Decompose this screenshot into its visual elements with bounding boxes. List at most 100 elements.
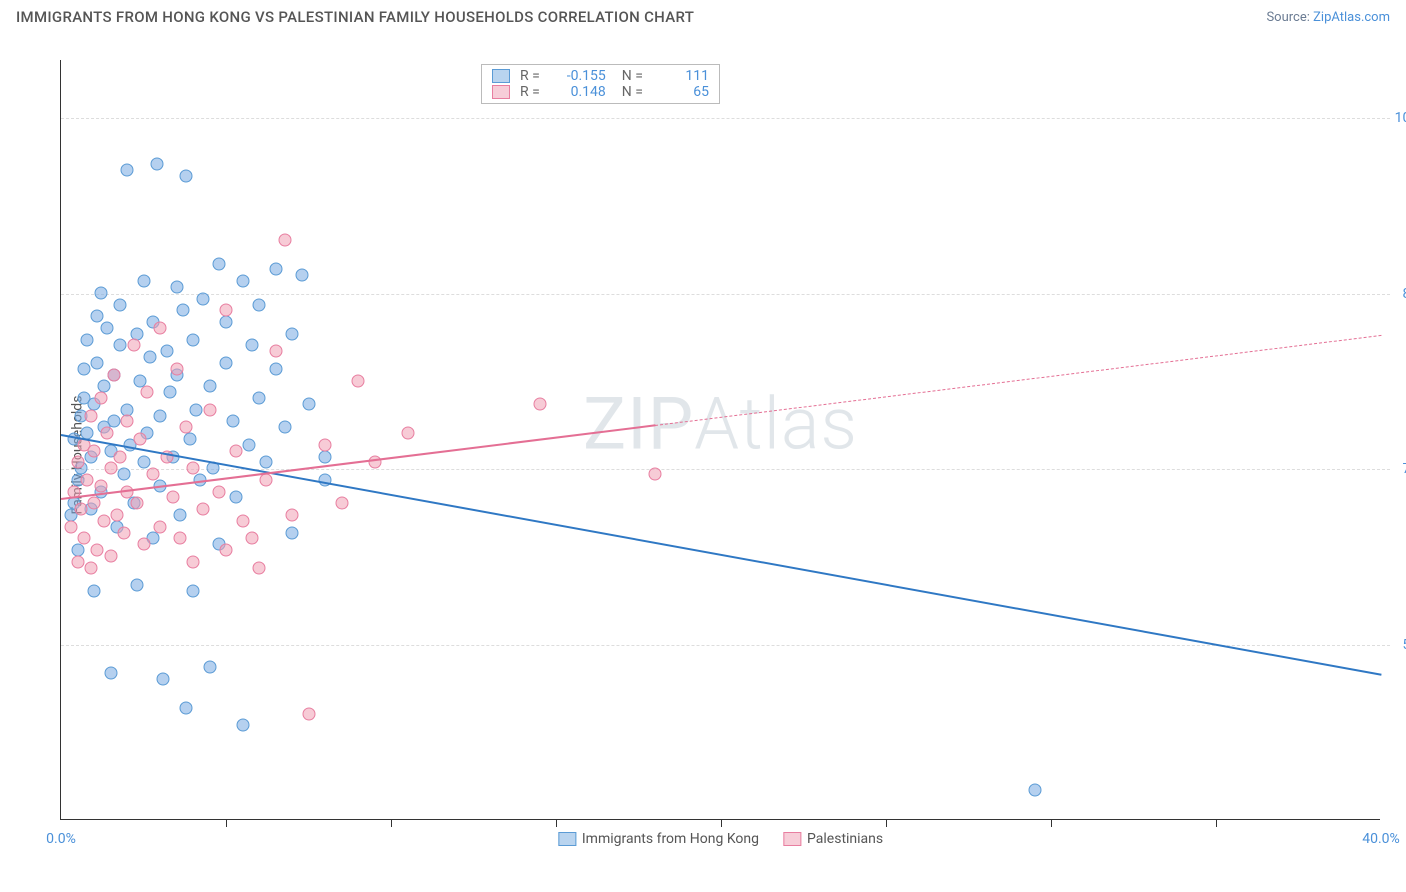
data-point — [352, 374, 365, 387]
data-point — [319, 438, 332, 451]
data-point — [177, 304, 190, 317]
data-point — [196, 503, 209, 516]
data-point — [121, 415, 134, 428]
x-tick — [1051, 819, 1052, 827]
data-point — [196, 292, 209, 305]
data-point — [319, 450, 332, 463]
data-point — [94, 479, 107, 492]
data-point — [180, 701, 193, 714]
data-point — [97, 514, 110, 527]
data-point — [88, 585, 101, 598]
data-point — [88, 497, 101, 510]
data-point — [157, 672, 170, 685]
data-point — [401, 427, 414, 440]
legend-swatch-icon — [492, 69, 510, 83]
data-point — [183, 433, 196, 446]
legend-stats-row: R = -0.155 N = 111 — [492, 68, 709, 84]
data-point — [236, 275, 249, 288]
data-point — [187, 585, 200, 598]
data-point — [190, 403, 203, 416]
data-point — [1028, 783, 1041, 796]
source-attribution: Source: ZipAtlas.com — [1266, 10, 1390, 25]
data-point — [236, 514, 249, 527]
legend-item: Immigrants from Hong Kong — [558, 831, 759, 847]
data-point — [269, 362, 282, 375]
data-point — [137, 538, 150, 551]
y-tick-label: 100.0% — [1395, 110, 1406, 126]
x-tick-label: 40.0% — [1362, 831, 1400, 847]
data-point — [114, 298, 127, 311]
data-point — [78, 532, 91, 545]
data-point — [107, 368, 120, 381]
data-point — [137, 275, 150, 288]
source-link[interactable]: ZipAtlas.com — [1313, 10, 1390, 25]
plot-area: ZIPAtlas R = -0.155 N = 111 R = 0.148 N … — [60, 60, 1380, 820]
data-point — [170, 281, 183, 294]
data-point — [94, 392, 107, 405]
data-point — [134, 433, 147, 446]
data-point — [81, 333, 94, 346]
data-point — [173, 532, 186, 545]
data-point — [114, 450, 127, 463]
data-point — [253, 392, 266, 405]
data-point — [104, 462, 117, 475]
data-point — [81, 473, 94, 486]
data-point — [279, 421, 292, 434]
data-point — [154, 321, 167, 334]
data-point — [243, 438, 256, 451]
data-point — [533, 397, 546, 410]
data-point — [163, 386, 176, 399]
data-point — [259, 473, 272, 486]
data-point — [187, 333, 200, 346]
chart-title: IMMIGRANTS FROM HONG KONG VS PALESTINIAN… — [16, 8, 694, 26]
data-point — [101, 427, 114, 440]
legend-swatch-icon — [783, 832, 801, 846]
data-point — [84, 561, 97, 574]
legend-swatch-icon — [558, 832, 576, 846]
data-point — [71, 456, 84, 469]
data-point — [286, 327, 299, 340]
legend-stats: R = -0.155 N = 111 R = 0.148 N = 65 — [481, 64, 720, 104]
legend-label: Immigrants from Hong Kong — [582, 831, 759, 847]
data-point — [246, 532, 259, 545]
x-tick — [226, 819, 227, 827]
data-point — [187, 462, 200, 475]
data-point — [147, 468, 160, 481]
data-point — [213, 485, 226, 498]
r-value: 0.148 — [548, 84, 606, 100]
data-point — [229, 444, 242, 457]
data-point — [167, 491, 180, 504]
data-point — [213, 257, 226, 270]
data-point — [154, 520, 167, 533]
data-point — [94, 286, 107, 299]
data-point — [220, 316, 233, 329]
data-point — [302, 397, 315, 410]
legend-stats-row: R = 0.148 N = 65 — [492, 84, 709, 100]
data-point — [229, 491, 242, 504]
data-point — [91, 310, 104, 323]
data-point — [259, 456, 272, 469]
data-point — [246, 339, 259, 352]
trendline — [655, 335, 1381, 426]
data-point — [121, 164, 134, 177]
data-point — [140, 386, 153, 399]
data-point — [104, 549, 117, 562]
data-point — [203, 403, 216, 416]
gridline — [61, 294, 1390, 295]
data-point — [203, 380, 216, 393]
data-point — [170, 362, 183, 375]
data-point — [160, 345, 173, 358]
data-point — [335, 497, 348, 510]
x-tick — [721, 819, 722, 827]
x-tick — [1216, 819, 1217, 827]
data-point — [236, 719, 249, 732]
x-tick — [391, 819, 392, 827]
data-point — [117, 526, 130, 539]
watermark: ZIPAtlas — [583, 382, 858, 467]
y-tick-label: 85.0% — [1402, 286, 1406, 302]
data-point — [253, 561, 266, 574]
data-point — [130, 497, 143, 510]
data-point — [226, 415, 239, 428]
x-tick-label: 0.0% — [46, 831, 76, 847]
data-point — [91, 357, 104, 370]
